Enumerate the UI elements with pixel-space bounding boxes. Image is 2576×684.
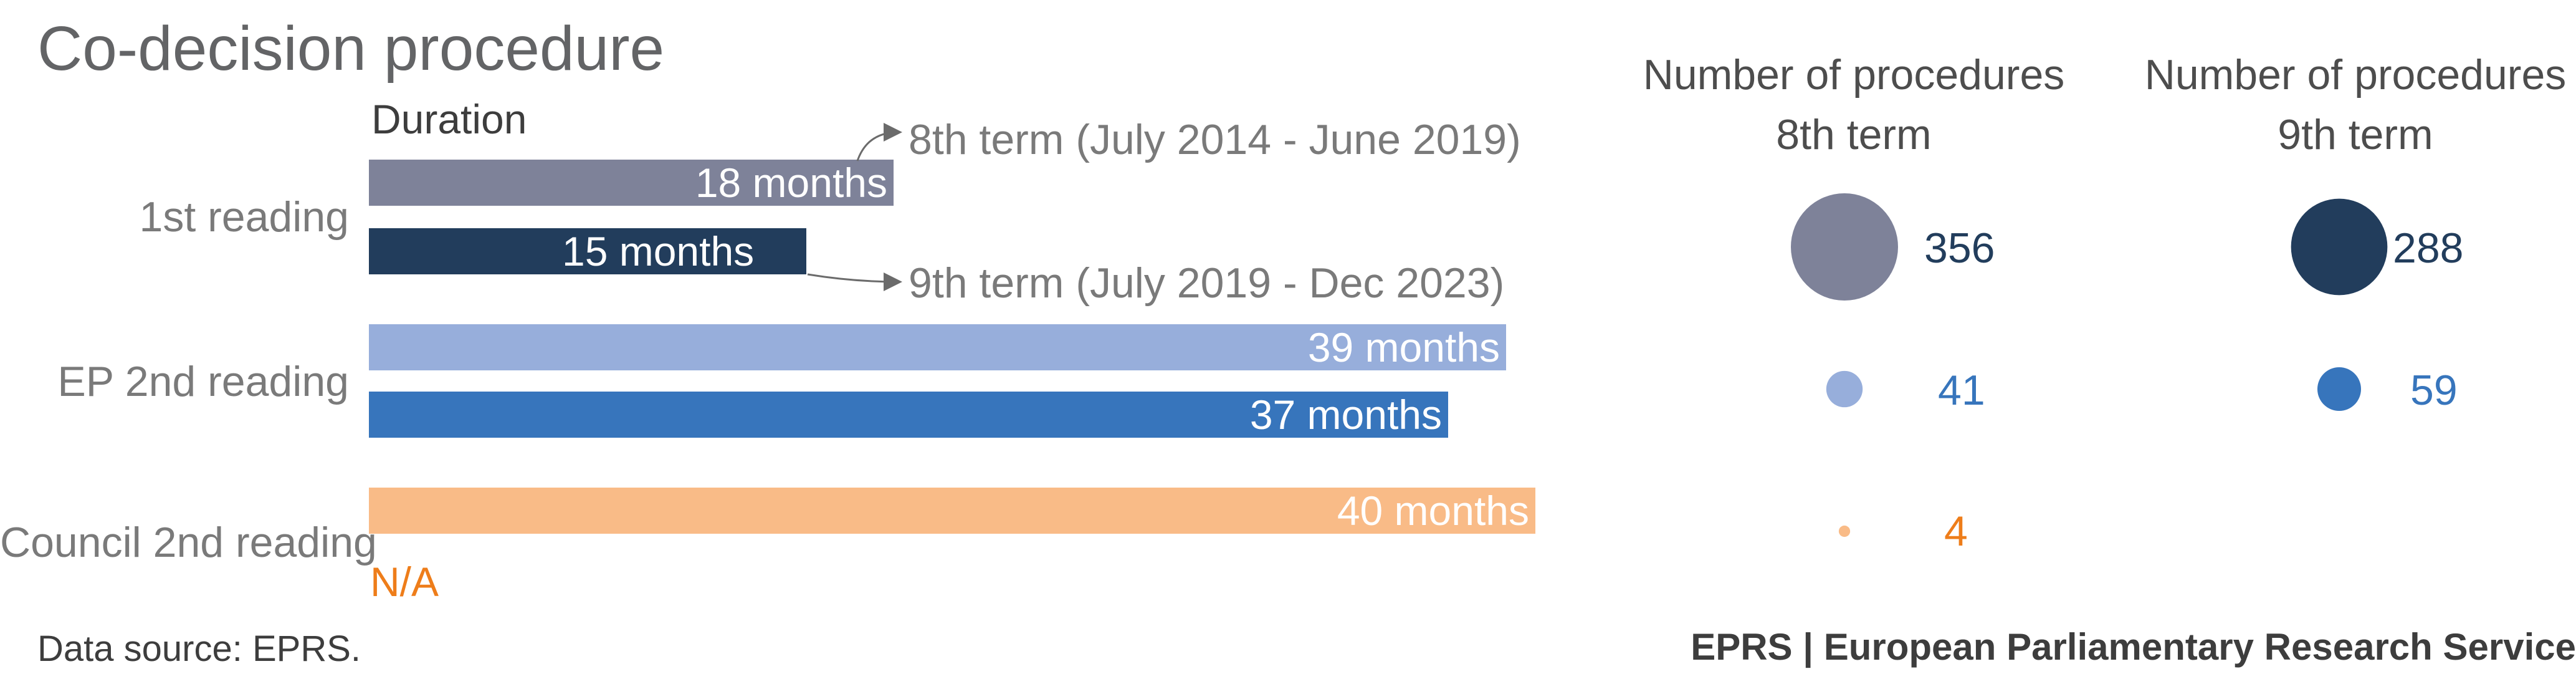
legend-8th-term: 8th term (July 2014 - June 2019) [909,116,1521,163]
bar-label-ep-2nd-reading-8th-term: 39 months [1307,324,1500,370]
bar-1st-reading-8th-term: 18 months [369,160,894,206]
category-label-council-2nd-reading: Council 2nd reading [0,519,377,566]
bar-council-2nd-reading-8th-term: 40 months [369,488,1535,534]
chart-title: Co-decision procedure [37,14,665,84]
procedures-header-8th-line2: 8th term [1776,111,1932,158]
count-ep-2nd-reading-9th-term: 59 [2410,367,2458,414]
count-council-2nd-reading-8th-term: 4 [1944,508,1968,555]
legend-9th-term: 9th term (July 2019 - Dec 2023) [909,259,1505,307]
bar-label-1st-reading-8th-term: 18 months [695,160,887,206]
count-1st-reading-8th-term: 356 [1924,224,1995,272]
publisher-credit: EPRS | European Parliamentary Research S… [1691,626,2576,668]
bubble-1st-reading-9th-term [2291,198,2388,296]
legend-arrow-8th-term [856,123,902,161]
bar-label-ep-2nd-reading-9th-term: 37 months [1249,392,1442,438]
bubble-ep-2nd-reading-9th-term [2317,367,2362,412]
bar-1st-reading-9th-term: 15 months [369,228,806,274]
bar-label-council-2nd-reading-8th-term: 40 months [1337,488,1529,534]
category-label-ep-2nd-reading: EP 2nd reading [57,358,349,405]
legend-arrow-9th-term [807,272,902,291]
duration-axis-label: Duration [371,96,527,142]
bar-ep-2nd-reading-9th-term: 37 months [369,392,1448,438]
data-source: Data source: EPRS. [37,629,361,669]
procedures-header-9th-line1: Number of procedures [2144,51,2567,99]
bar-label-1st-reading-9th-term: 15 months [562,228,755,274]
bubble-1st-reading-8th-term [1791,193,1898,301]
procedures-header-9th-line2: 9th term [2278,111,2433,158]
bubble-ep-2nd-reading-8th-term [1826,370,1863,408]
count-ep-2nd-reading-8th-term: 41 [1938,367,1985,414]
procedures-header-8th-line1: Number of procedures [1643,51,2065,99]
category-label-1st-reading: 1st reading [139,193,349,241]
count-1st-reading-9th-term: 288 [2393,224,2464,272]
na-label-council-2nd-reading-9th-term: N/A [370,559,439,605]
bar-ep-2nd-reading-8th-term: 39 months [369,324,1506,370]
bubble-council-2nd-reading-8th-term [1838,525,1851,537]
